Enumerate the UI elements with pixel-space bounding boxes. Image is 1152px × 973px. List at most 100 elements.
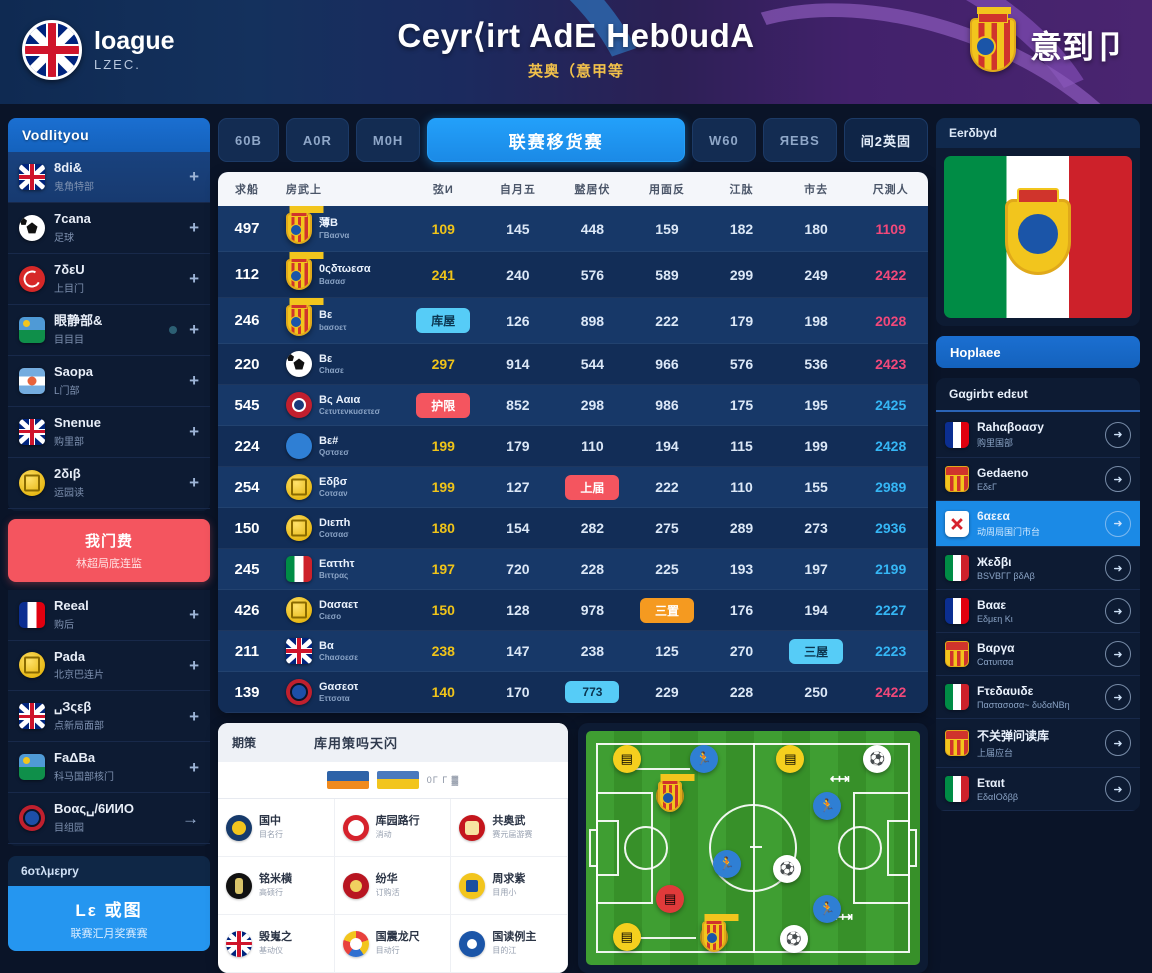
cell-team[interactable]: Dασαετ Cιεσο [276, 590, 406, 631]
arrow-icon[interactable]: ➜ [1105, 510, 1131, 537]
sidebar-item-11[interactable]: Boας␣/6ИИΟ 目组园 → [8, 793, 210, 845]
player-token[interactable]: 🏃 [813, 791, 842, 820]
cell-team[interactable]: Βε# Qστσεσ [276, 426, 406, 467]
add-icon[interactable]: + [189, 473, 199, 493]
crest-token[interactable] [699, 914, 739, 953]
sidebar-item-5[interactable]: Snenue 购里部 + [8, 407, 210, 458]
ball-token[interactable]: ⚽ [863, 745, 892, 774]
right-band-button[interactable]: Hoplaee [936, 336, 1140, 368]
add-icon[interactable]: + [189, 218, 199, 238]
grid-cell[interactable]: 库园路行 消动 [334, 799, 452, 857]
player-token[interactable]: 🏃 [689, 745, 718, 774]
add-icon[interactable]: + [189, 269, 199, 289]
table-row[interactable]: 245 Eαττhτ Βιττρας 197 720 228 225 193 197 2199 [218, 548, 928, 590]
arrow-icon[interactable]: ➜ [1105, 776, 1131, 802]
col-3[interactable]: 自月五 [480, 172, 556, 206]
add-icon[interactable]: + [189, 422, 199, 442]
status-badge[interactable]: 上届 [565, 474, 620, 500]
right-list-item[interactable]: Rahαβοασy 购里国部 ➜ [936, 412, 1140, 458]
table-row[interactable]: 220 Βε Chασε 297 914 544 966 576 536 2423 [218, 343, 928, 385]
sidebar-item-10[interactable]: FaΔΒa 科马国部核门 + [8, 742, 210, 794]
right-list-item[interactable]: Eταιt EδαΙΟδββ ➜ [936, 768, 1140, 811]
table-row[interactable]: 426 Dασαετ Cιεσο 150 128 978 三置 176 194 2227 [218, 589, 928, 631]
cell-team[interactable]: Βα Chασοεσε [276, 631, 406, 672]
right-list-item[interactable]: Βαργα Cατυιτσα ➜ [936, 633, 1140, 676]
promo-strip[interactable]: 0Γ Γ ▓ [218, 762, 568, 799]
table-row[interactable]: 254 Eδβσ Cοτσαν 199 127 上届 222 110 155 2989 [218, 466, 928, 508]
cell-team[interactable]: Eδβσ Cοτσαν [276, 467, 406, 508]
add-icon[interactable]: + [189, 167, 199, 187]
right-list-item[interactable]: Fτεδαυιδε Παστασοσα~ δυδαΝBη ➜ [936, 676, 1140, 719]
tab-0[interactable]: 60Β [218, 118, 279, 162]
grid-cell[interactable]: 国读例主 目的江 [451, 915, 568, 973]
tab-5[interactable]: ЯЕΒЅ [762, 118, 837, 162]
col-team[interactable]: 房武上 [276, 172, 406, 206]
sidebar-item-9[interactable]: ␣Зςεβ 点新局面部 + [8, 691, 210, 743]
yellow-card-token[interactable]: ▤ [612, 922, 641, 951]
sidebar-item-8[interactable]: Pada 北京巴连片 + [8, 641, 210, 692]
grid-cell[interactable]: 共奥武 赛元届游赛 [451, 799, 568, 857]
cell-team[interactable]: Bς Aαια Cετυτενκuσετεσ [276, 385, 406, 426]
status-badge[interactable]: 三屋 [789, 638, 844, 664]
add-icon[interactable]: + [189, 706, 199, 726]
table-row[interactable]: 246 Βε bασοετ 库屋 126 898 222 179 198 2028 [218, 297, 928, 344]
right-list-item[interactable]: 6αεεα 动周局国门市台 ➜ [936, 501, 1140, 547]
sidebar-item-4[interactable]: Saopa L门部 + [8, 356, 210, 407]
sidebar-item-0[interactable]: 8di& 鬼角特部 + [8, 152, 210, 203]
add-icon[interactable]: + [189, 605, 199, 625]
col-7[interactable]: 市去 [778, 172, 854, 206]
tab-6[interactable]: 间2英固 [843, 118, 928, 162]
add-icon[interactable]: + [189, 655, 199, 675]
sidebar-item-2[interactable]: 7δεU 上目门 + [8, 254, 210, 305]
table-row[interactable]: 150 Dιεπh Cοτσασ 180 154 282 275 289 273 2936 [218, 507, 928, 549]
grid-cell[interactable]: 铭米横 高硕行 [218, 857, 335, 915]
tab-1[interactable]: A0R [285, 118, 349, 162]
grid-cell[interactable]: 周求紫 目用小 [451, 857, 568, 915]
right-list-item[interactable]: Жεδβι ΒSVΒΓΓ βδAβ ➜ [936, 547, 1140, 590]
sidebar-item-7[interactable]: Reeal 购后 + [8, 590, 210, 641]
table-row[interactable]: 545 Bς Aαια Cετυτενκuσετεσ 护限 852 298 986 175 19… [218, 384, 928, 426]
table-row[interactable]: 497 薄Β ΓΒασνα 109 145 448 159 182 180 1109 [218, 206, 928, 252]
sidebar-cta-button[interactable]: Lε 或图 联赛汇月奖赛赛 [8, 886, 210, 952]
status-badge[interactable]: 护限 [416, 392, 471, 418]
arrow-icon[interactable]: ➜ [1105, 730, 1131, 756]
sidebar-item-6[interactable]: 2διβ 运园读 + [8, 458, 210, 509]
brand-logo[interactable]: loague LZEC. [22, 20, 175, 80]
add-icon[interactable]: + [189, 757, 199, 777]
add-icon[interactable]: + [189, 320, 199, 340]
header-right-brand[interactable]: 意到卩 [969, 7, 1126, 72]
status-badge[interactable]: 三置 [639, 597, 694, 623]
status-badge[interactable]: 库屋 [416, 308, 471, 333]
right-list-item[interactable]: 不关弹问读库 上届应台 ➜ [936, 719, 1140, 768]
yellow-card-token[interactable]: ▤ [776, 745, 805, 774]
table-row[interactable]: 211 Βα Chασοεσε 238 147 238 125 270 三屋 2223 [218, 630, 928, 672]
yellow-card-token[interactable]: ▤ [612, 745, 641, 774]
col-2[interactable]: 弦И [406, 172, 481, 206]
grid-cell[interactable]: 纷华 订购活 [334, 857, 452, 915]
arrow-icon[interactable]: ➜ [1105, 555, 1131, 581]
right-list-item[interactable]: Gedaeno EδεΓ ➜ [936, 458, 1140, 501]
sidebar-item-1[interactable]: 7cana 足球 + [8, 203, 210, 254]
add-icon[interactable]: + [189, 371, 199, 391]
arrow-icon[interactable]: ➜ [1105, 421, 1131, 448]
arrow-right-icon[interactable]: → [182, 808, 199, 828]
grid-cell[interactable]: 毁嵬之 基动仪 [218, 915, 335, 973]
ball-token[interactable]: ⚽ [773, 855, 802, 884]
crest-token[interactable] [656, 773, 695, 812]
cell-team[interactable]: Eαττhτ Βιττρας [276, 549, 406, 590]
cell-team[interactable]: Dιεπh Cοτσασ [276, 508, 406, 549]
status-badge[interactable]: 773 [565, 681, 620, 703]
col-rank[interactable]: 求船 [218, 172, 276, 206]
tab-4[interactable]: W60 [691, 118, 756, 162]
col-4[interactable]: 盢居伏 [555, 172, 630, 206]
cell-team[interactable]: 薄Β ΓΒασνα [276, 206, 406, 252]
cell-team[interactable]: Βε bασοετ [276, 298, 406, 344]
arrow-icon[interactable]: ➜ [1105, 598, 1131, 624]
right-list-item[interactable]: Βααε Eδμεη Κι ➜ [936, 590, 1140, 633]
col-8[interactable]: 尺測人 [853, 172, 928, 206]
table-row[interactable]: 139 Gασεοτ Εττσοτα 140 170 773 229 228 250 2422 [218, 671, 928, 713]
football-pitch[interactable]: ↤⇥ ↤⇥ ▤ 🏃 🏃 ▤ ▤ ▤ ⚽ 🏃 ⚽ 🏃 ⚽ [586, 731, 920, 965]
ball-token[interactable]: ⚽ [779, 925, 808, 954]
tab-3-active[interactable]: 联赛移货赛 [427, 118, 685, 162]
sidebar-promo-banner[interactable]: 我门费 林超局底连监 [8, 518, 210, 582]
